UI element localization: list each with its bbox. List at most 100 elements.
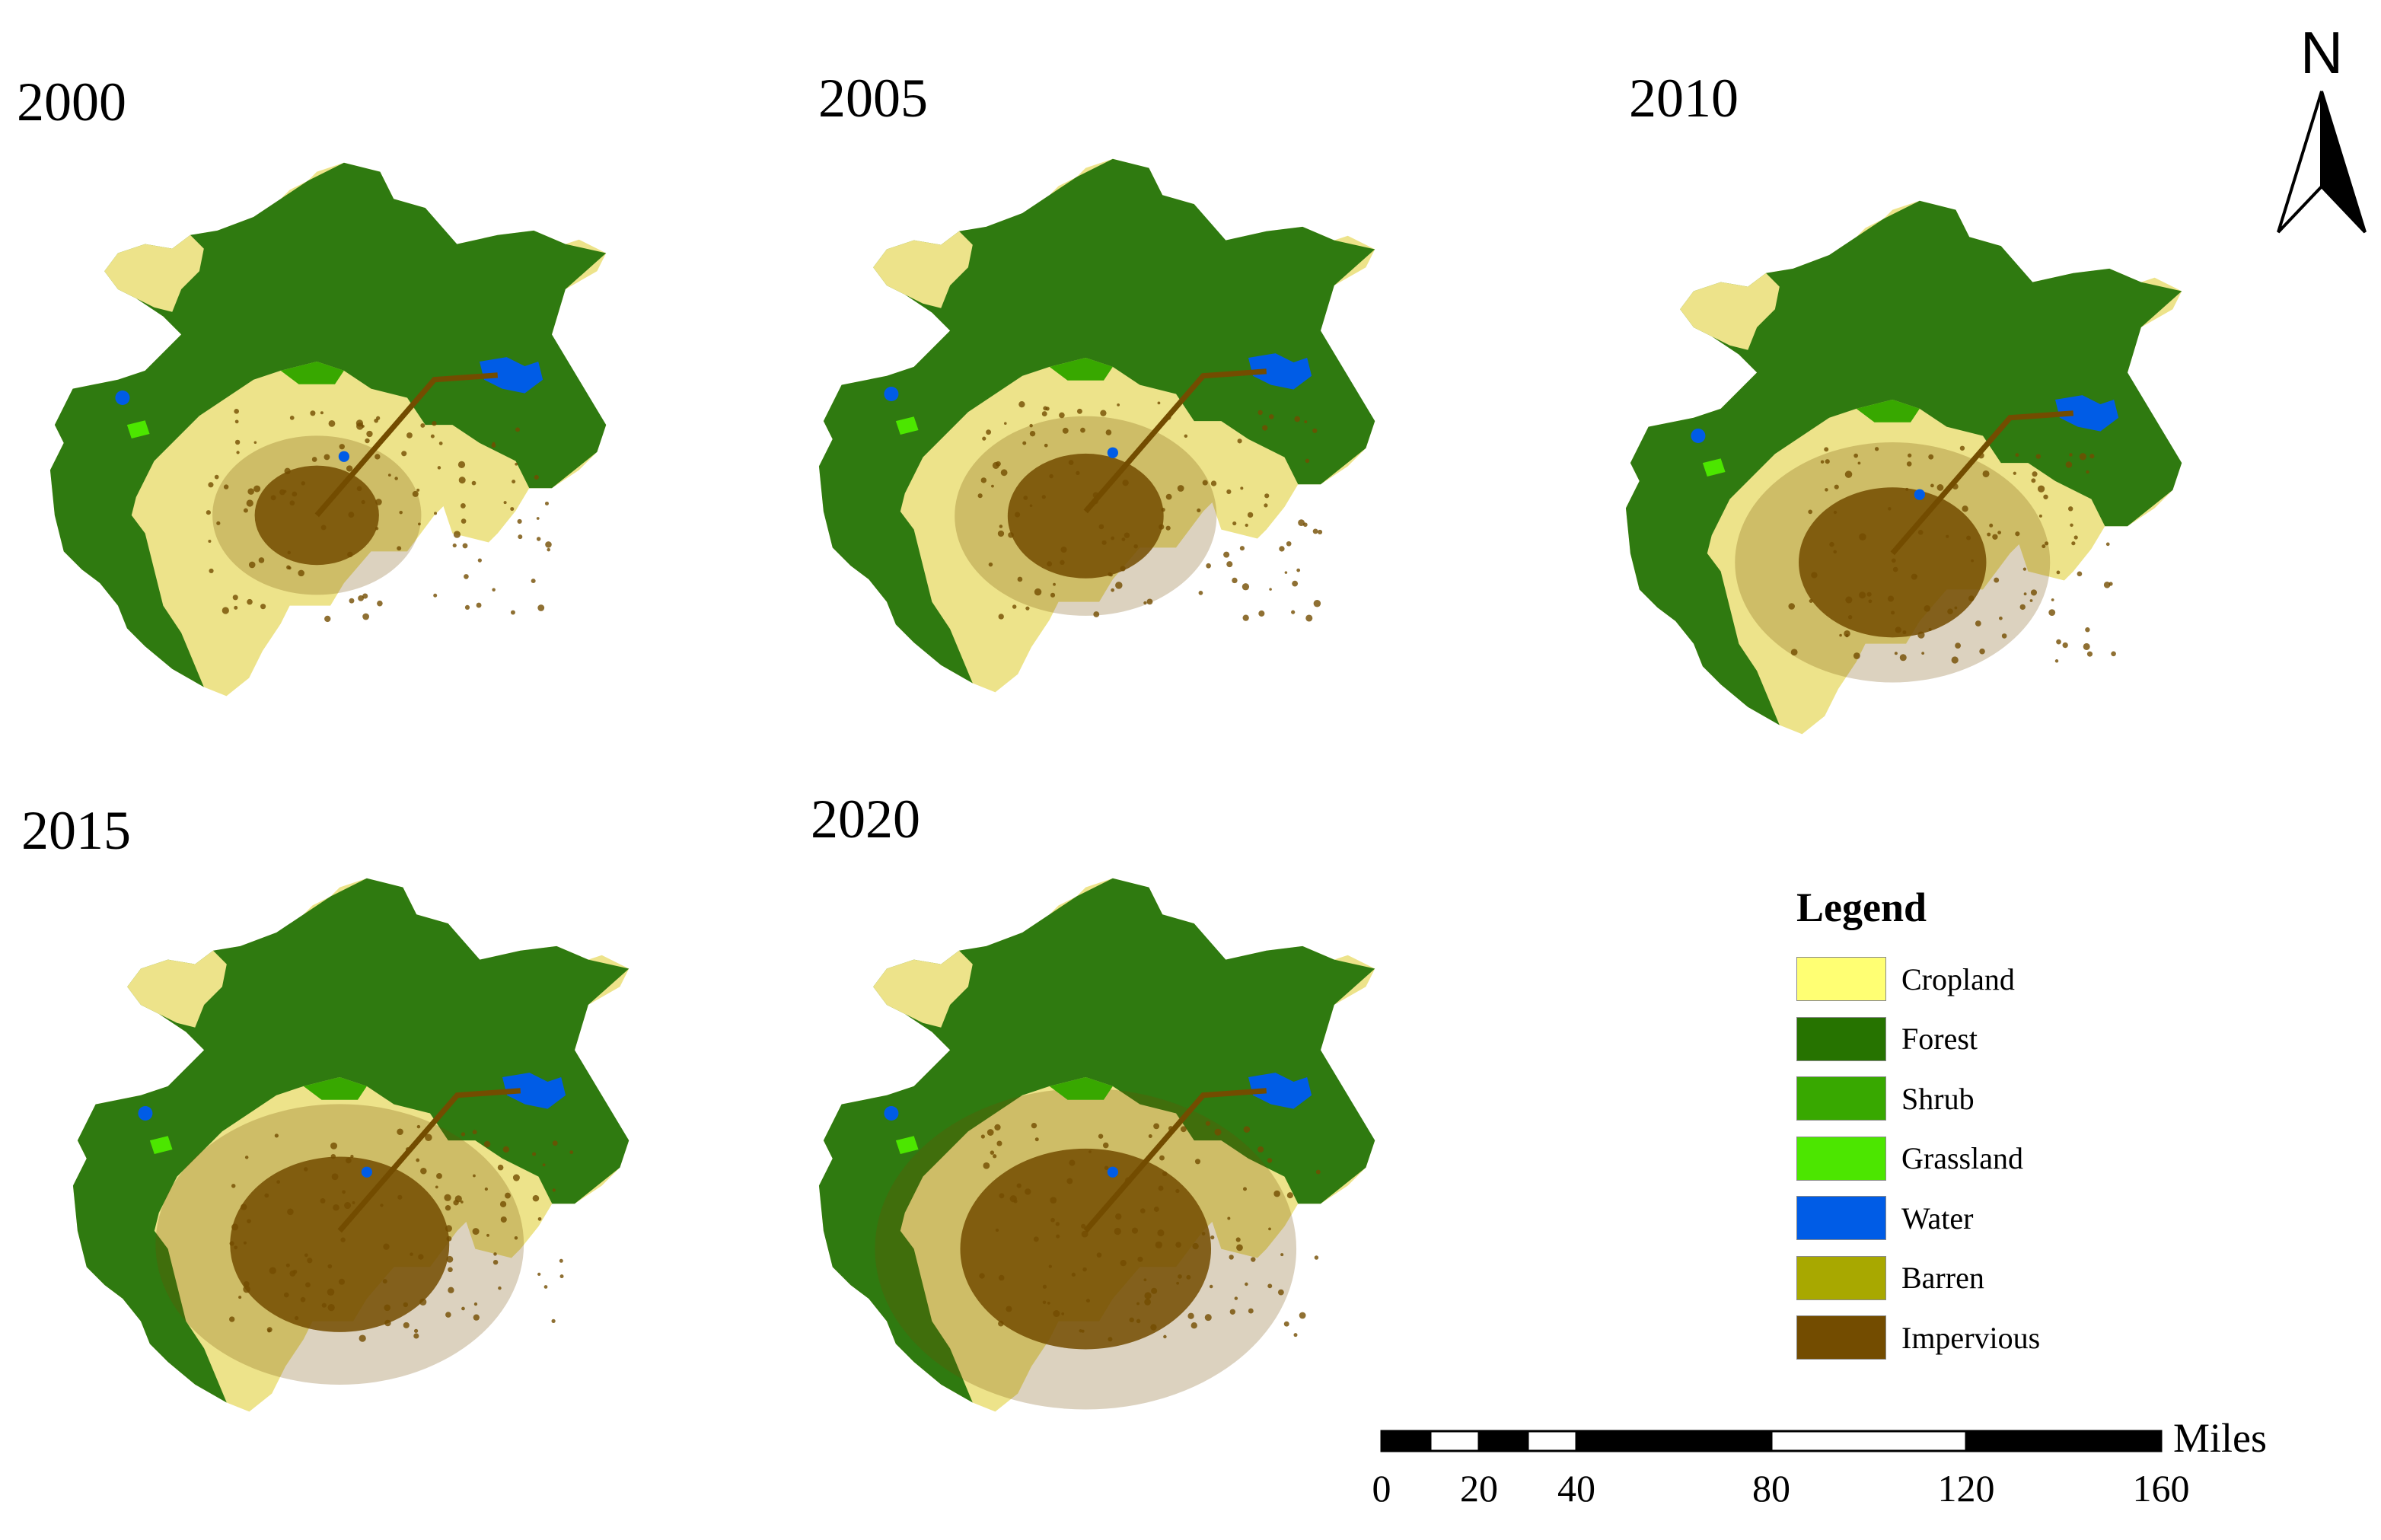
- impervious-settlement: [1034, 588, 1042, 596]
- impervious-settlement: [206, 510, 211, 515]
- impervious-settlement: [382, 1279, 387, 1284]
- impervious-settlement: [1299, 1312, 1306, 1319]
- impervious-settlement: [384, 1319, 391, 1327]
- scale-bar: 0 20 40 80 120 160 Miles: [1372, 1416, 2295, 1507]
- impervious-settlement: [559, 1258, 563, 1263]
- impervious-settlement: [1148, 1134, 1152, 1139]
- land-cover-map-2015: [72, 878, 630, 1412]
- impervious-settlement: [1989, 523, 1994, 528]
- road-corridor: [337, 1088, 521, 1233]
- impervious-settlement: [473, 1174, 476, 1178]
- impervious-settlement: [1015, 512, 1021, 518]
- impervious-settlement: [1809, 598, 1813, 603]
- impervious-settlement: [234, 605, 238, 610]
- impervious-settlement: [1056, 1234, 1060, 1239]
- impervious-settlement: [1229, 1309, 1236, 1315]
- legend-item-forest: Forest: [1796, 1016, 2116, 1063]
- impervious-settlement: [1917, 530, 1924, 535]
- impervious-settlement: [2035, 454, 2041, 459]
- impervious-settlement: [1808, 509, 1813, 515]
- impervious-settlement: [1093, 611, 1100, 617]
- impervious-settlement: [1223, 551, 1230, 558]
- impervious-settlement: [244, 1156, 249, 1159]
- impervious-settlement: [988, 562, 993, 567]
- impervious-settlement: [551, 1318, 556, 1323]
- impervious-settlement: [536, 537, 541, 541]
- impervious-settlement: [253, 485, 261, 493]
- impervious-settlement: [1267, 1283, 1273, 1289]
- shrub-patch: [303, 1077, 367, 1100]
- impervious-settlement: [430, 434, 435, 438]
- impervious-settlement: [1050, 1197, 1057, 1204]
- impervious-settlement: [384, 1304, 390, 1312]
- impervious-settlement: [2030, 589, 2038, 596]
- impervious-settlement: [231, 1184, 236, 1188]
- legend-label-cropland: Cropland: [1901, 961, 2015, 996]
- impervious-settlement: [366, 430, 373, 438]
- impervious-settlement: [569, 1150, 574, 1154]
- impervious-settlement: [1790, 649, 1798, 656]
- impervious-settlement: [234, 439, 241, 445]
- impervious-settlement: [547, 547, 550, 552]
- impervious-settlement: [1140, 1208, 1146, 1213]
- impervious-settlement: [1235, 1237, 1241, 1242]
- impervious-settlement: [1205, 1121, 1211, 1126]
- legend-item-cropland: Cropland: [1796, 955, 2116, 1003]
- impervious-settlement: [223, 484, 229, 489]
- impervious-settlement: [380, 1204, 384, 1207]
- impervious-settlement: [1060, 560, 1065, 566]
- impervious-settlement: [339, 444, 345, 450]
- impervious-settlement: [2086, 651, 2093, 657]
- impervious-settlement: [264, 1193, 269, 1198]
- impervious-settlement: [2029, 599, 2033, 602]
- impervious-settlement: [500, 1216, 507, 1223]
- impervious-settlement: [2023, 592, 2027, 596]
- impervious-settlement: [1242, 614, 1249, 621]
- impervious-settlement: [330, 1153, 336, 1159]
- impervious-settlement: [986, 429, 992, 435]
- impervious-settlement: [1269, 588, 1272, 591]
- impervious-settlement: [232, 595, 238, 601]
- year-label-2005: 2005: [818, 68, 928, 129]
- impervious-settlement: [324, 454, 330, 461]
- impervious-settlement: [2056, 639, 2061, 645]
- impervious-settlement: [1994, 577, 2000, 583]
- impervious-settlement: [2015, 531, 2020, 537]
- impervious-settlement: [1096, 1252, 1102, 1258]
- impervious-settlement: [1291, 610, 1296, 614]
- impervious-settlement: [1194, 1159, 1201, 1165]
- impervious-settlement: [1853, 652, 1860, 659]
- impervious-settlement: [1834, 484, 1839, 489]
- impervious-settlement: [258, 557, 265, 563]
- impervious-settlement: [1853, 453, 1859, 458]
- impervious-settlement: [1100, 410, 1107, 416]
- impervious-settlement: [1229, 1255, 1234, 1260]
- impervious-settlement: [248, 561, 256, 569]
- impervious-settlement: [995, 1228, 999, 1232]
- impervious-settlement: [387, 473, 391, 477]
- impervious-settlement: [505, 1192, 511, 1199]
- impervious-settlement: [406, 432, 413, 438]
- impervious-settlement: [1062, 427, 1069, 434]
- impervious-settlement: [998, 1320, 1004, 1327]
- impervious-settlement: [1098, 524, 1104, 530]
- impervious-settlement: [1041, 495, 1046, 499]
- water-body: [1107, 1166, 1118, 1178]
- impervious-settlement: [477, 558, 482, 563]
- impervious-settlement: [1184, 434, 1188, 438]
- impervious-settlement: [1161, 508, 1165, 512]
- impervious-settlement: [1131, 1227, 1139, 1234]
- shrub-patch: [1856, 400, 1920, 422]
- impervious-settlement: [1315, 1169, 1321, 1175]
- legend-item-barren: Barren: [1796, 1255, 2116, 1302]
- impervious-settlement: [303, 1167, 308, 1172]
- impervious-settlement: [1268, 414, 1274, 419]
- impervious-settlement: [1050, 1217, 1055, 1223]
- impervious-settlement: [2019, 604, 2026, 611]
- impervious-settlement: [1833, 550, 1837, 554]
- impervious-settlement: [2013, 471, 2016, 475]
- water-body: [1107, 447, 1118, 458]
- impervious-settlement: [243, 1241, 247, 1245]
- impervious-settlement: [1227, 1216, 1231, 1220]
- impervious-settlement: [448, 1267, 453, 1273]
